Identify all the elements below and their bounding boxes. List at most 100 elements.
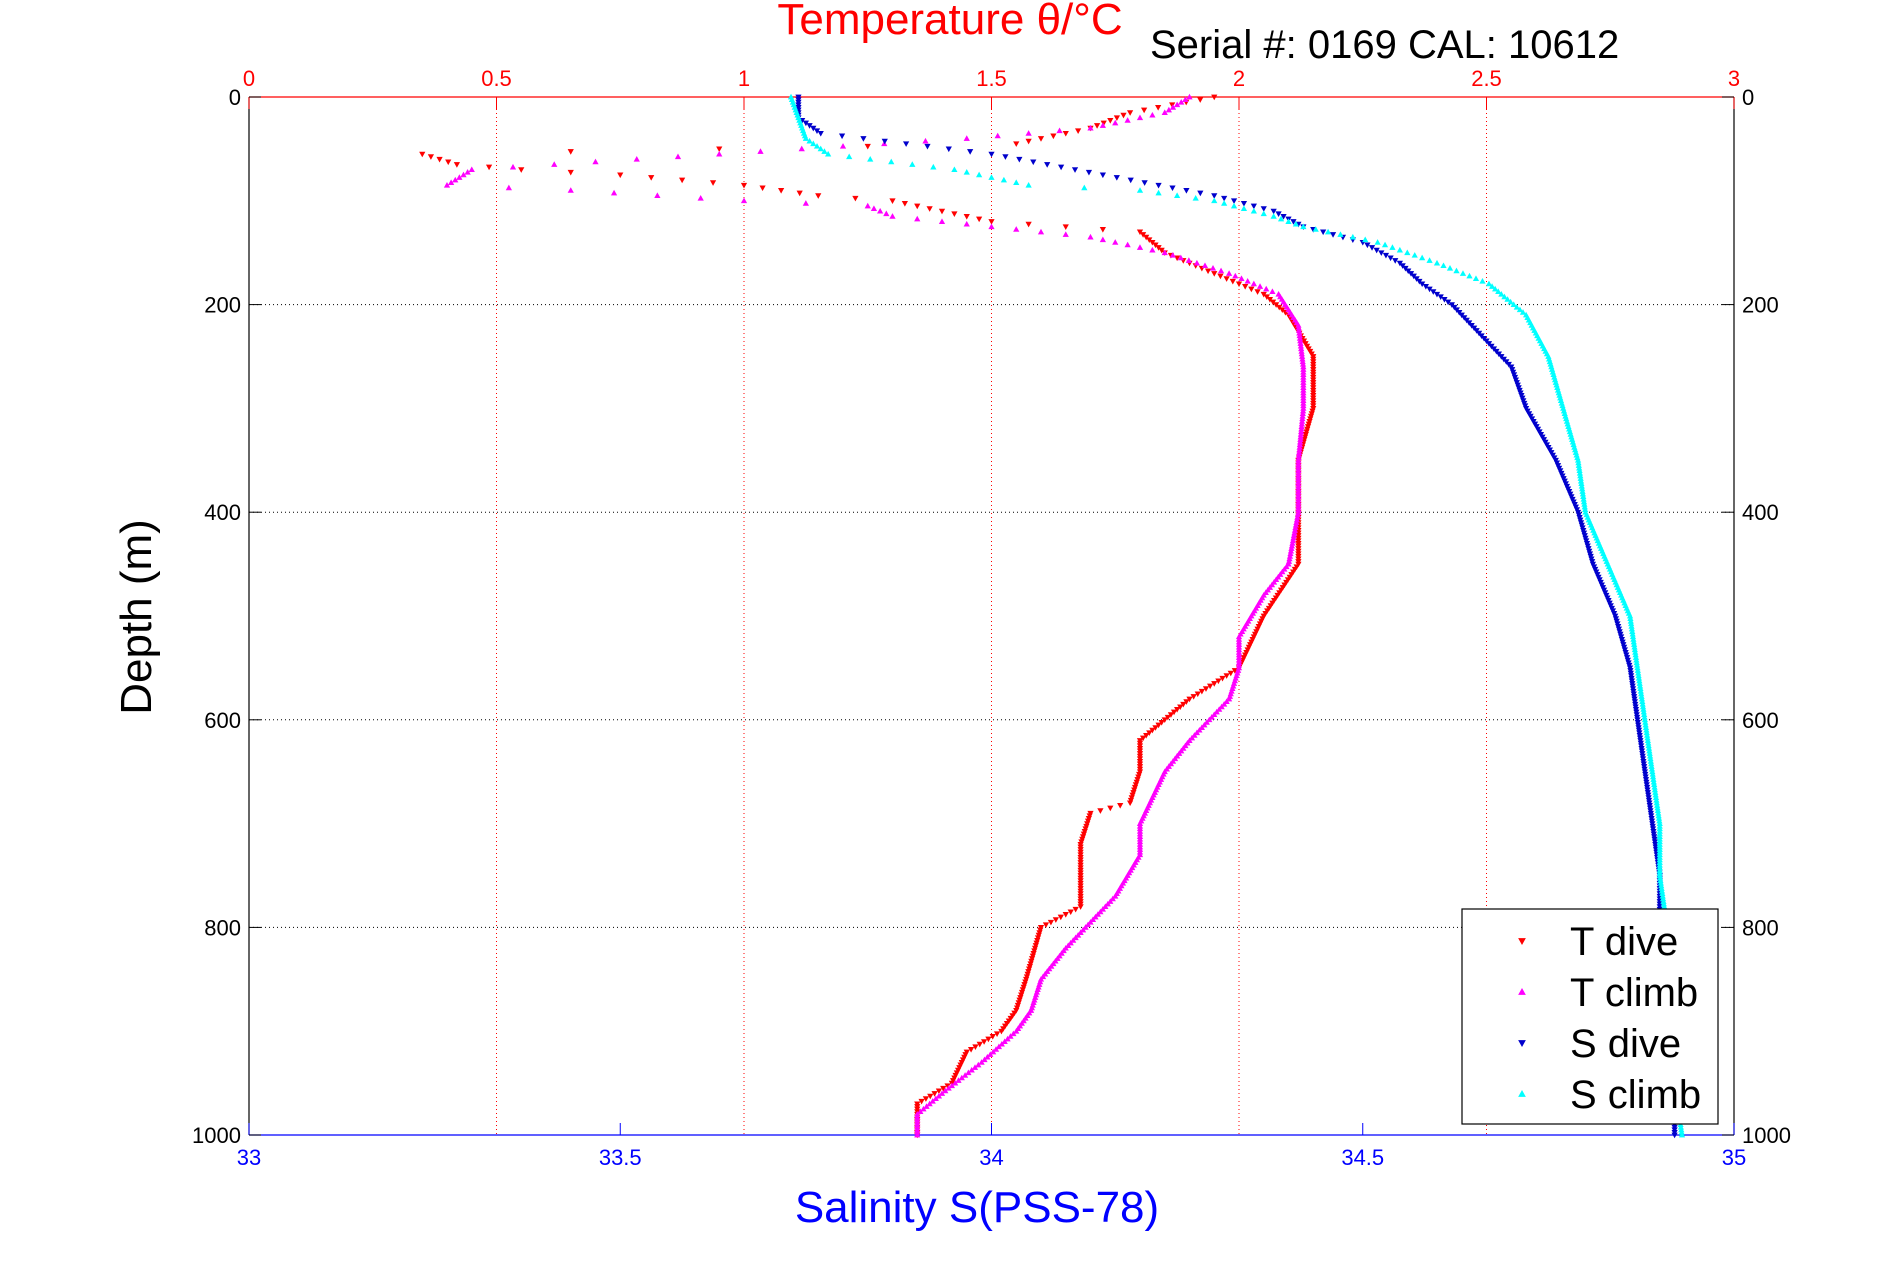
data-point [942,1087,949,1094]
data-point [1113,115,1121,121]
data-point [802,200,809,206]
data-point [852,195,859,202]
data-point [1254,289,1261,295]
data-point [1285,218,1292,224]
depth-tick-label-left: 200 [204,293,241,318]
legend-label: T climb [1570,971,1698,1015]
data-point [1030,159,1037,166]
chart-title: Temperature θ/°C [777,0,1122,44]
data-point [1062,224,1069,230]
data-point [1378,250,1385,256]
data-point [1479,278,1486,284]
data-point [1196,726,1203,733]
data-point [806,137,813,144]
data-point [468,166,475,173]
depth-tick-label-right: 0 [1742,85,1754,110]
data-point [1678,1131,1686,1138]
data-point [1250,207,1257,214]
salinity-tick-label: 33 [237,1145,261,1170]
data-point [1099,172,1106,179]
data-point [1211,271,1218,277]
data-point [1120,112,1127,119]
data-point [1250,203,1257,210]
depth-tick-label-right: 1000 [1742,1123,1791,1148]
data-point [1211,711,1218,717]
data-point [1082,924,1089,930]
data-point [1079,926,1087,933]
data-point [1362,236,1369,243]
data-point [1209,265,1217,271]
data-point [881,140,888,147]
data-point [1004,1035,1011,1042]
data-point [926,1100,933,1107]
data-point [922,137,929,144]
data-point [963,135,970,141]
data-point [1204,268,1212,275]
data-point [881,138,888,145]
temperature-tick-label: 2.5 [1471,66,1502,91]
data-point [1072,934,1079,941]
data-point [1389,244,1396,250]
data-point [453,162,461,168]
data-point [436,156,443,163]
data-point [1109,895,1116,902]
data-point [1349,233,1356,240]
data-point [1169,185,1176,192]
data-point [1044,162,1051,168]
data-point [1056,127,1063,134]
data-point [1013,1027,1020,1034]
data-point [870,205,878,211]
data-point [1419,254,1426,261]
data-point [1062,130,1069,137]
data-point [1337,231,1344,237]
data-point [971,1064,979,1070]
temperature-tick-label: 0 [243,66,255,91]
data-point [1235,281,1243,288]
data-point [1208,713,1215,720]
data-point [1206,716,1213,723]
data-point [1185,257,1192,263]
data-point [864,143,871,150]
data-point [1404,249,1411,256]
data-point [1238,275,1245,282]
data-point [860,136,867,142]
depth-tick-label-left: 0 [229,85,241,110]
data-point [1013,226,1020,232]
data-point [914,203,921,210]
data-point [1136,114,1144,121]
data-point [1183,188,1190,194]
data-point [976,171,983,178]
data-point [1099,236,1106,243]
data-point [1671,1132,1678,1139]
data-point [1203,719,1210,725]
data-point [935,1092,943,1099]
serial-annotation: Serial #: 0169 CAL: 10612 [1150,23,1619,67]
data-point [1256,283,1264,289]
data-point [798,145,805,152]
data-point [952,1079,959,1086]
data-point [796,190,803,197]
data-point [998,1040,1005,1047]
depth-tick-label-left: 400 [204,500,241,525]
data-point [1010,1030,1017,1037]
data-point [1230,198,1238,205]
depth-tick-label-right: 200 [1742,293,1779,318]
data-point [1149,111,1156,118]
data-point [1192,194,1199,201]
legend-label: S climb [1570,1073,1701,1117]
data-point [716,150,723,157]
data-point [1178,98,1185,105]
data-point [419,151,426,158]
data-point [509,163,517,170]
data-point [1193,259,1201,266]
data-point [846,153,853,160]
data-point [1392,258,1399,264]
data-point [1072,906,1079,913]
data-point [1000,176,1007,183]
data-point [1225,695,1233,702]
depth-tick-label-right: 600 [1742,708,1779,733]
data-point [1174,255,1181,262]
data-point [825,150,832,157]
data-point [1211,197,1218,204]
